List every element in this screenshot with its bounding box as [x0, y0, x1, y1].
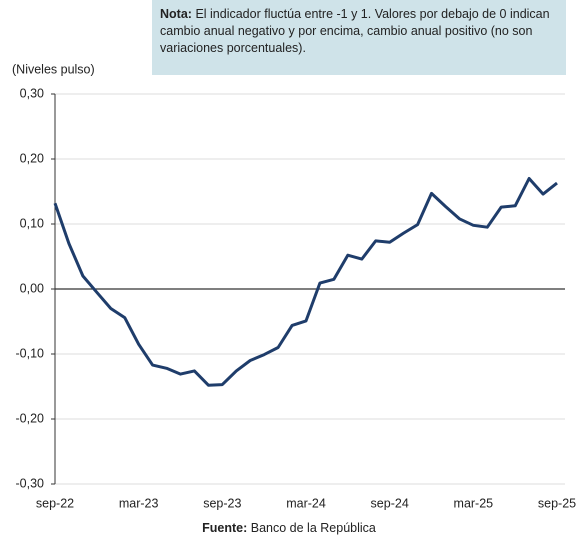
source-label: Fuente: [202, 521, 248, 535]
x-tick-label: mar-23 [119, 496, 159, 510]
note-label: Nota: [160, 7, 192, 21]
y-tick-label: 0,20 [20, 151, 44, 165]
x-tick-label: sep-22 [36, 496, 74, 510]
x-tick-label: mar-25 [454, 496, 494, 510]
line-series [53, 177, 558, 387]
source: Fuente: Banco de la República [0, 521, 578, 535]
y-tick-label: -0,20 [16, 411, 45, 425]
y-tick-label: -0,30 [16, 476, 45, 490]
x-tick-label: mar-24 [286, 496, 326, 510]
y-axis-label: (Niveles pulso) [12, 62, 95, 76]
note-box: Nota: El indicador fluctúa entre -1 y 1.… [152, 0, 566, 75]
x-tick-label: sep-23 [203, 496, 241, 510]
note-text: El indicador fluctúa entre -1 y 1. Valor… [160, 7, 550, 55]
chart: (Niveles pulso) -0,30 -0,20 -0,10 0,00 0,10 0… [12, 62, 576, 510]
y-tick-label: -0,10 [16, 346, 45, 360]
y-tick-label: 0,00 [20, 281, 44, 295]
y-tick-label: 0,10 [20, 216, 44, 230]
x-tick-label: sep-25 [538, 496, 576, 510]
y-tick-label: 0,30 [20, 86, 44, 100]
x-tick-label: sep-24 [371, 496, 409, 510]
source-text: Banco de la República [250, 521, 376, 535]
